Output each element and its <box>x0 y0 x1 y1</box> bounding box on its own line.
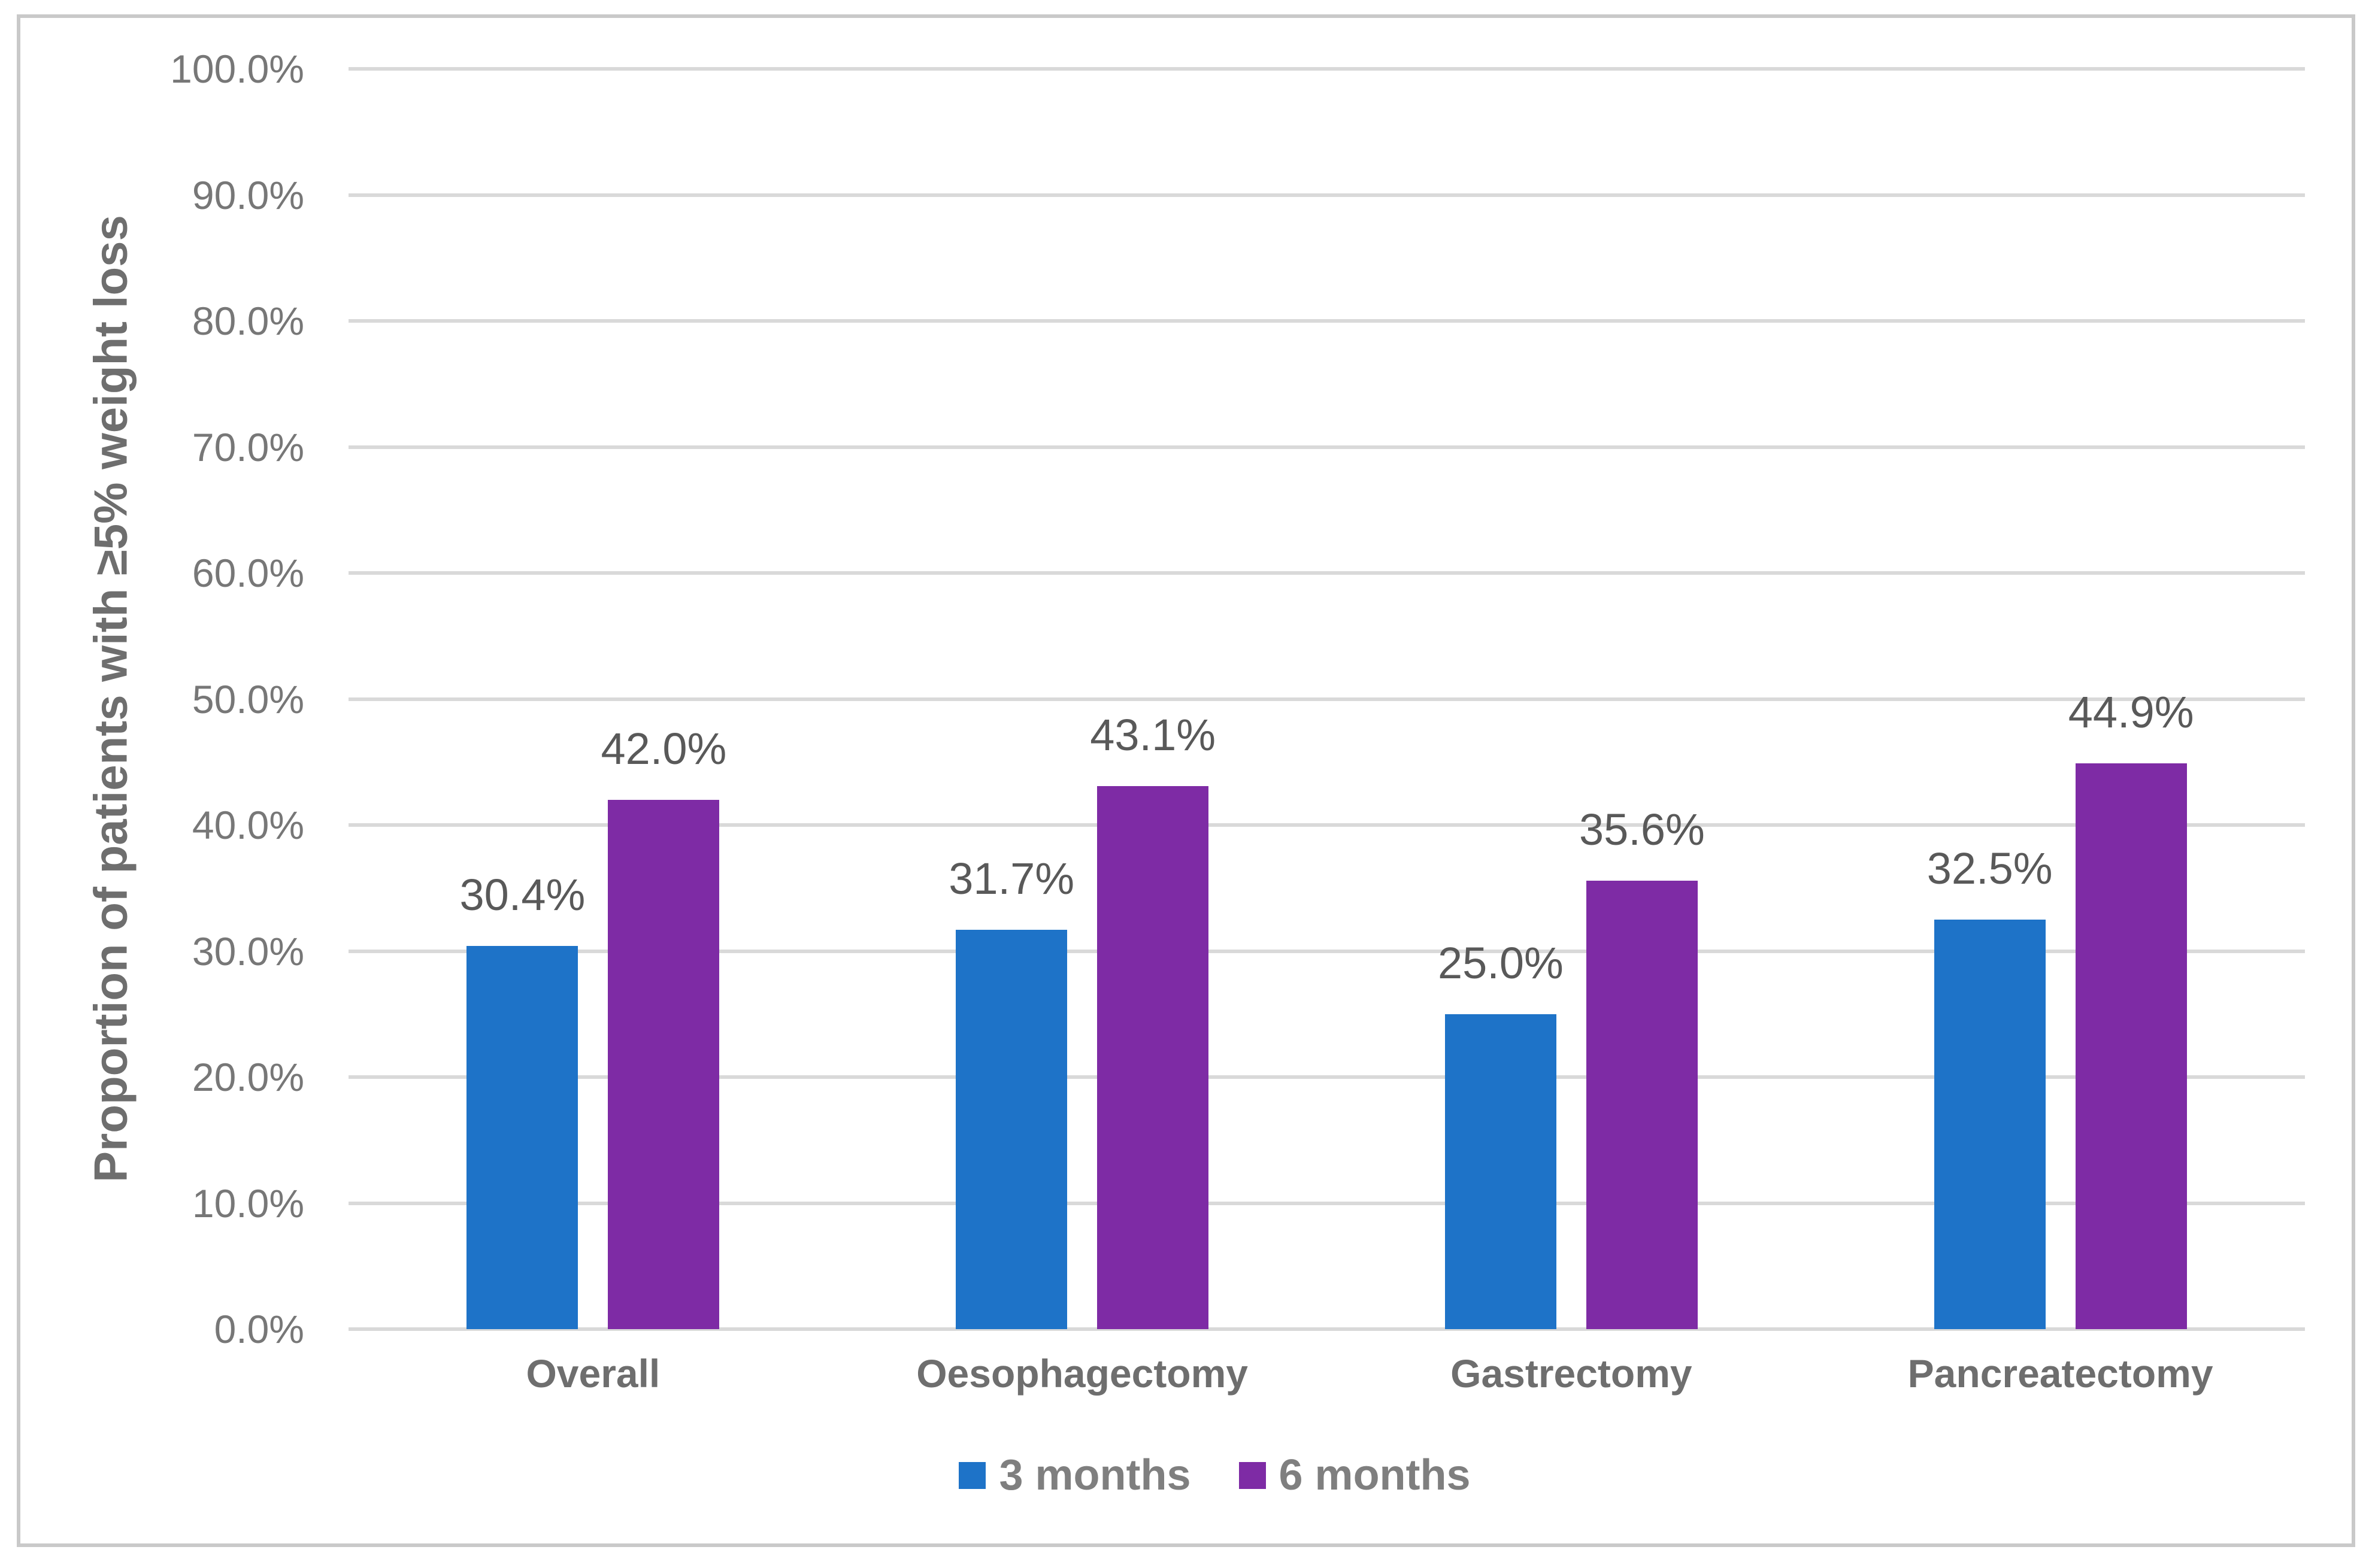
y-axis-tick-label: 40.0% <box>192 803 304 847</box>
data-label: 35.6% <box>1579 804 1705 854</box>
y-axis-tick-label: 50.0% <box>192 677 304 721</box>
gridline <box>349 697 2305 701</box>
x-axis-category-labels: Overall Oesophagectomy Gastrectomy Pancreat… <box>349 1352 2305 1418</box>
data-label: 31.7% <box>949 853 1075 903</box>
data-label: 32.5% <box>1926 843 2053 893</box>
legend-item-6-months: 6 months <box>1238 1451 1471 1499</box>
x-axis-line <box>349 1327 2305 1331</box>
gridline <box>349 1201 2305 1205</box>
gridline <box>349 193 2305 197</box>
gridline <box>349 1075 2305 1079</box>
gridline <box>349 949 2305 953</box>
bar-6-months: 42.0% <box>601 726 726 1329</box>
y-axis-tick-label: 70.0% <box>192 424 304 469</box>
bar-6-months: 35.6% <box>1579 807 1705 1329</box>
bar-3-months: 31.7% <box>949 856 1074 1329</box>
data-label: 30.4% <box>459 870 586 920</box>
y-axis-tick-label: 80.0% <box>192 299 304 343</box>
y-axis-tick-label: 90.0% <box>192 172 304 217</box>
bar-group-oesophagectomy: 31.7% 43.1% <box>838 69 1327 1329</box>
category-label-gastrectomy: Gastrectomy <box>1450 1351 1692 1396</box>
category-label-overall: Overall <box>526 1351 661 1396</box>
y-axis-tick-label: 30.0% <box>192 929 304 973</box>
category-label-pancreatectomy: Pancreatectomy <box>1907 1351 2213 1396</box>
legend-swatch-icon <box>959 1461 986 1489</box>
data-label: 44.9% <box>2068 687 2194 737</box>
bar-group-pancreatectomy: 32.5% 44.9% <box>1816 69 2305 1329</box>
legend: 3 months 6 months <box>29 1454 2372 1497</box>
bar-6-months: 44.9% <box>2068 690 2194 1329</box>
bar-6-months: 43.1% <box>1090 712 1216 1329</box>
legend-swatch-icon <box>1238 1461 1266 1489</box>
legend-item-3-months: 3 months <box>959 1451 1191 1499</box>
plot-area: 30.4% 42.0% 31.7% 43.1% 25.0% 35.6% 32.5% 44.9% <box>349 67 2305 1331</box>
gridline <box>349 823 2305 827</box>
category-label-oesophagectomy: Oesophagectomy <box>916 1351 1249 1396</box>
y-axis-tick-labels: 0.0% 10.0% 20.0% 30.0% 40.0% 50.0% 60.0% 70.0% 8… <box>0 49 304 1349</box>
gridline <box>349 445 2305 449</box>
data-label: 43.1% <box>1090 709 1216 760</box>
legend-label: 3 months <box>999 1451 1191 1499</box>
gridline <box>349 67 2305 71</box>
bar-group-gastrectomy: 25.0% 35.6% <box>1327 69 1816 1329</box>
gridline <box>349 319 2305 323</box>
y-axis-tick-label: 10.0% <box>192 1181 304 1226</box>
y-axis-tick-label: 20.0% <box>192 1055 304 1099</box>
data-label: 42.0% <box>601 723 727 774</box>
bar-3-months: 25.0% <box>1438 941 1564 1329</box>
bar-3-months: 30.4% <box>459 873 585 1329</box>
data-label: 25.0% <box>1437 938 1564 988</box>
legend-label: 6 months <box>1279 1451 1471 1499</box>
bar-3-months: 32.5% <box>1927 846 2053 1329</box>
gridline <box>349 571 2305 575</box>
y-axis-tick-label: 100.0% <box>170 47 304 91</box>
y-axis-tick-label: 60.0% <box>192 551 304 595</box>
y-axis-tick-label: 0.0% <box>214 1307 304 1351</box>
bar-group-overall: 30.4% 42.0% <box>349 69 838 1329</box>
